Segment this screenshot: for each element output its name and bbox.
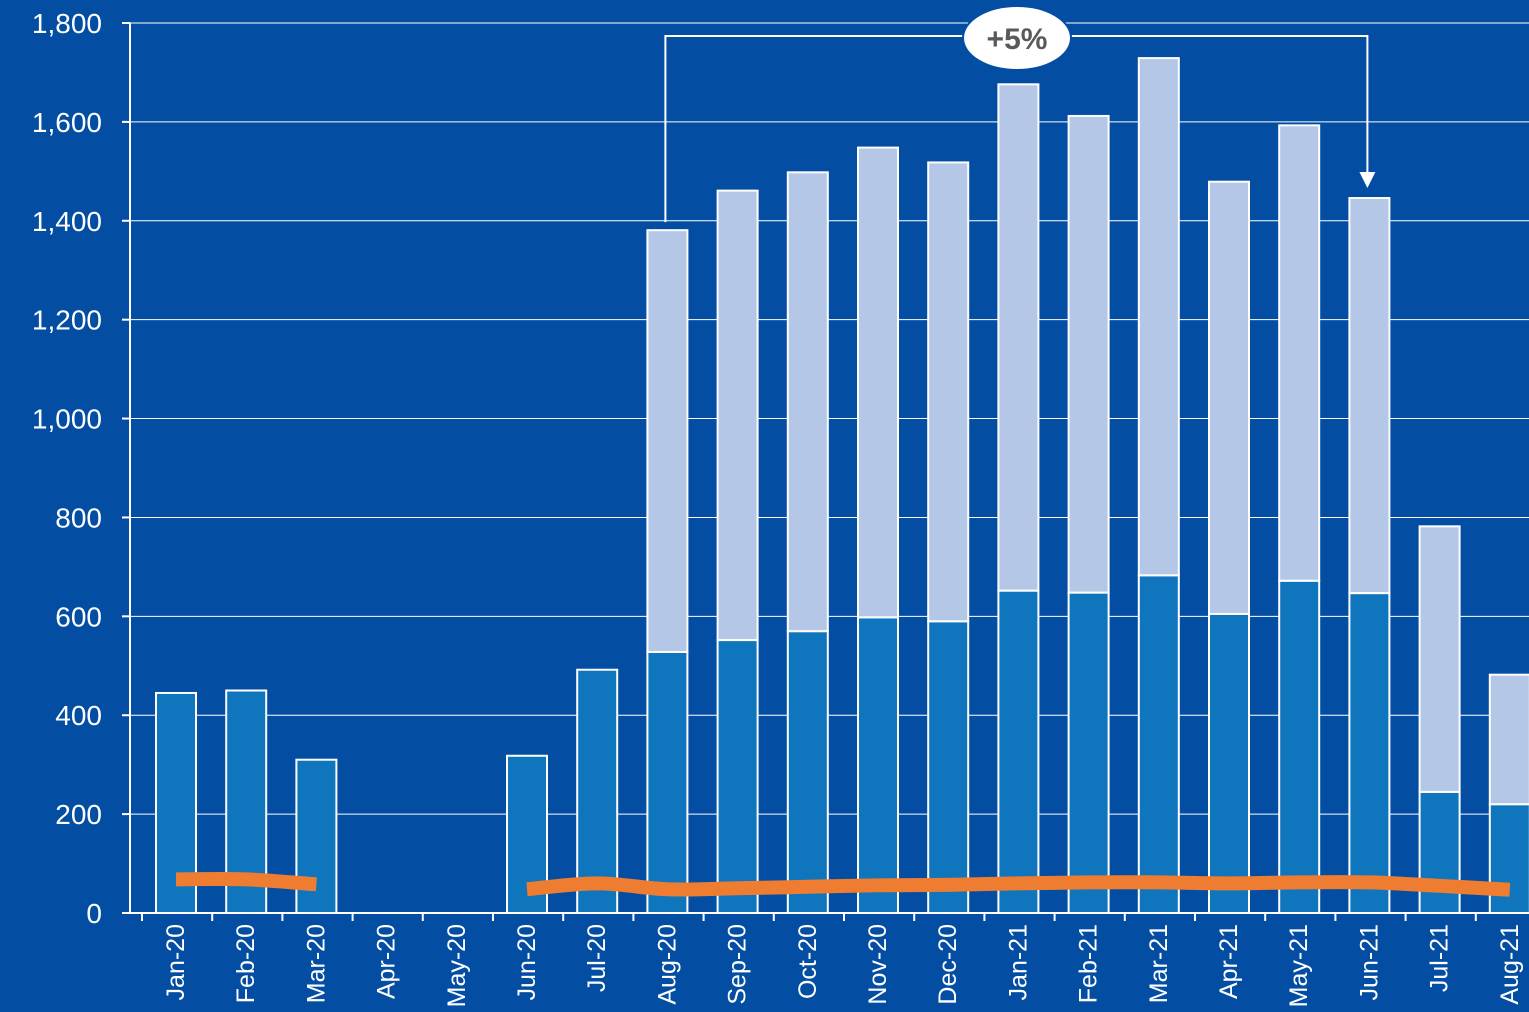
annotation-label: +5% — [987, 23, 1048, 56]
bar-segment-upper — [1348, 197, 1391, 595]
x-tick-label: May-20 — [443, 924, 471, 1007]
y-tick-label: 0 — [86, 898, 102, 929]
y-tick-label: 1,200 — [32, 305, 102, 336]
bar-segment-upper — [927, 161, 970, 623]
bar-segment-lower — [786, 630, 829, 915]
y-tick-label: 1,000 — [32, 404, 102, 435]
bar-segment-upper — [1278, 124, 1321, 582]
axes: 0 200 400 600 800 1,000 1,200 1,400 1,600 1,800 Ja… — [32, 8, 1529, 1007]
x-tick-label: Aug-20 — [653, 924, 681, 1005]
bar-segment-upper — [786, 171, 829, 633]
bar-segment-upper — [1067, 114, 1110, 594]
bar-segment-upper — [646, 229, 689, 653]
bar-segment-lower — [716, 639, 759, 914]
x-tick-label: Jul-21 — [1426, 924, 1454, 992]
x-tick-label: May-21 — [1285, 924, 1313, 1007]
x-tick-label: Jan-20 — [162, 924, 190, 1000]
bar-segment-upper — [1137, 57, 1180, 577]
gridlines — [130, 22, 1529, 815]
x-tick-label: Apr-20 — [373, 924, 401, 999]
bar-segment-upper — [857, 146, 899, 619]
y-tick-label: 1,600 — [32, 107, 102, 138]
trend-line-segment — [526, 875, 1511, 897]
x-tick-label: Sep-20 — [724, 924, 752, 1005]
bar-segment-lower — [927, 620, 970, 914]
trend-line — [175, 872, 1511, 897]
annotation-arrowhead — [1359, 172, 1376, 189]
bar-segment-lower — [857, 616, 899, 914]
x-tick-label: Dec-20 — [934, 924, 962, 1005]
bar-segment-lower — [1348, 592, 1391, 914]
y-tick-label: 400 — [55, 700, 102, 731]
y-tick-label: 800 — [55, 502, 102, 533]
y-tick-label: 1,800 — [32, 8, 102, 39]
bar-segment-upper — [1418, 525, 1461, 793]
trend-line-segment — [175, 872, 317, 892]
x-tick-label: Nov-20 — [864, 924, 892, 1005]
x-tick-label: Feb-21 — [1075, 924, 1103, 1003]
x-tick-label: Feb-20 — [232, 924, 260, 1003]
annotation: +5% — [664, 5, 1376, 223]
x-tick-label: Oct-20 — [794, 924, 822, 999]
bar-segment-lower — [1067, 591, 1110, 914]
x-tick-label: Apr-21 — [1215, 924, 1243, 999]
bar-segment-lower — [1418, 790, 1461, 914]
x-tick-label: Aug-21 — [1496, 924, 1524, 1005]
x-tick-label: Mar-21 — [1145, 924, 1173, 1003]
bar-segment-lower — [1208, 612, 1250, 914]
bar-segment-upper — [716, 189, 759, 642]
y-tick-label: 1,400 — [32, 206, 102, 237]
x-tick-label: Jan-21 — [1004, 924, 1032, 1000]
bar-segment-upper — [997, 83, 1040, 592]
bar-segment-lower — [997, 589, 1040, 914]
y-tick-label: 200 — [55, 799, 102, 830]
bar-segment-upper — [1208, 180, 1250, 615]
x-tick-label: Jun-20 — [513, 924, 541, 1000]
bars — [155, 57, 1529, 915]
bar-segment-lower — [1137, 574, 1180, 914]
x-tick-label: Mar-20 — [302, 924, 330, 1003]
x-tick-label: Jul-20 — [583, 924, 611, 992]
bar-segment-upper — [1488, 673, 1529, 806]
annotation-bubble — [962, 5, 1072, 71]
y-tick-label: 600 — [55, 601, 102, 632]
bar-segment-lower — [646, 650, 689, 915]
x-tick-label: Jun-21 — [1355, 924, 1383, 1000]
bar-segment-lower — [1278, 579, 1321, 914]
